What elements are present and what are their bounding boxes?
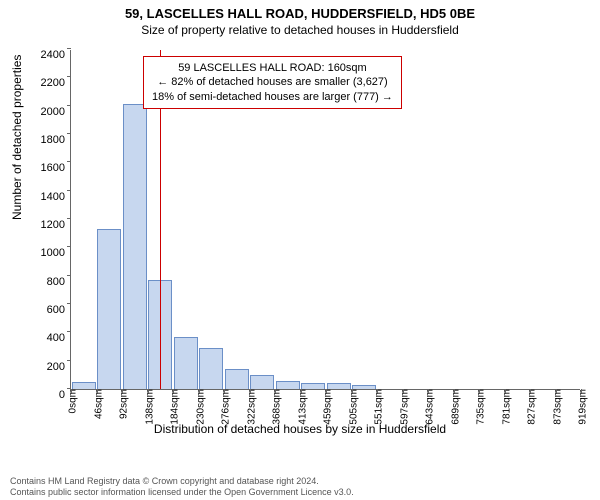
y-tick-mark: [67, 48, 71, 49]
x-tick-mark: [326, 389, 327, 393]
annotation-line: 18% of semi-detached houses are larger (…: [152, 90, 393, 104]
x-tick-mark: [556, 389, 557, 393]
y-tick-mark: [67, 331, 71, 332]
x-tick-mark: [403, 389, 404, 393]
histogram-bar: [123, 104, 147, 389]
y-tick-label: 1800: [41, 134, 71, 146]
annotation-line: ← 82% of detached houses are smaller (3,…: [152, 75, 393, 89]
x-tick-mark: [173, 389, 174, 393]
annotation-line: 59 LASCELLES HALL ROAD: 160sqm: [152, 61, 393, 75]
y-tick-label: 2000: [41, 106, 71, 118]
chart-container: Number of detached properties 0200400600…: [0, 40, 600, 440]
x-tick-label: 368sqm: [268, 389, 283, 425]
histogram-bar: [174, 337, 198, 389]
y-tick-label: 600: [47, 304, 71, 316]
y-tick-mark: [67, 190, 71, 191]
histogram-bar: [72, 382, 96, 389]
x-tick-mark: [428, 389, 429, 393]
x-tick-label: 505sqm: [344, 389, 359, 425]
x-tick-label: 735sqm: [472, 389, 487, 425]
y-tick-mark: [67, 105, 71, 106]
x-tick-label: 322sqm: [242, 389, 257, 425]
x-tick-mark: [505, 389, 506, 393]
x-tick-mark: [581, 389, 582, 393]
x-tick-label: 276sqm: [217, 389, 232, 425]
x-tick-label: 551sqm: [370, 389, 385, 425]
x-axis-label: Distribution of detached houses by size …: [0, 422, 600, 436]
plot-area: 0200400600800100012001400160018002000220…: [70, 50, 580, 390]
y-tick-mark: [67, 161, 71, 162]
x-tick-label: 643sqm: [421, 389, 436, 425]
y-tick-label: 2400: [41, 49, 71, 61]
footer-line1: Contains HM Land Registry data © Crown c…: [10, 476, 590, 487]
y-tick-mark: [67, 76, 71, 77]
x-tick-label: 689sqm: [446, 389, 461, 425]
histogram-bar: [250, 375, 274, 389]
x-tick-mark: [199, 389, 200, 393]
x-tick-mark: [224, 389, 225, 393]
x-tick-mark: [71, 389, 72, 393]
y-tick-label: 1400: [41, 191, 71, 203]
y-tick-label: 1600: [41, 162, 71, 174]
histogram-bar: [276, 381, 300, 390]
x-tick-label: 138sqm: [140, 389, 155, 425]
x-tick-mark: [479, 389, 480, 393]
x-tick-label: 413sqm: [293, 389, 308, 425]
y-tick-label: 400: [47, 332, 71, 344]
y-tick-label: 800: [47, 276, 71, 288]
x-tick-label: 597sqm: [395, 389, 410, 425]
x-tick-mark: [352, 389, 353, 393]
x-tick-mark: [454, 389, 455, 393]
y-tick-mark: [67, 246, 71, 247]
x-tick-label: 781sqm: [497, 389, 512, 425]
x-tick-label: 873sqm: [548, 389, 563, 425]
y-tick-mark: [67, 303, 71, 304]
x-tick-mark: [148, 389, 149, 393]
x-tick-mark: [377, 389, 378, 393]
page-title-line1: 59, LASCELLES HALL ROAD, HUDDERSFIELD, H…: [0, 0, 600, 21]
x-tick-mark: [250, 389, 251, 393]
footer-attribution: Contains HM Land Registry data © Crown c…: [0, 476, 600, 498]
x-tick-label: 46sqm: [89, 389, 104, 419]
histogram-bar: [225, 369, 249, 389]
x-tick-label: 459sqm: [319, 389, 334, 425]
y-axis-label: Number of detached properties: [10, 55, 24, 220]
page-title-line2: Size of property relative to detached ho…: [0, 21, 600, 37]
x-tick-mark: [275, 389, 276, 393]
x-tick-mark: [97, 389, 98, 393]
y-tick-mark: [67, 275, 71, 276]
x-tick-mark: [530, 389, 531, 393]
y-tick-label: 1200: [41, 219, 71, 231]
y-tick-label: 2200: [41, 77, 71, 89]
x-tick-label: 184sqm: [166, 389, 181, 425]
x-tick-label: 230sqm: [191, 389, 206, 425]
histogram-bar: [301, 383, 325, 389]
histogram-bar: [199, 348, 223, 389]
y-tick-label: 1000: [41, 247, 71, 259]
y-tick-label: 200: [47, 361, 71, 373]
x-tick-mark: [301, 389, 302, 393]
x-tick-label: 92sqm: [115, 389, 130, 419]
y-tick-mark: [67, 133, 71, 134]
y-tick-mark: [67, 360, 71, 361]
footer-line2: Contains public sector information licen…: [10, 487, 590, 498]
annotation-box: 59 LASCELLES HALL ROAD: 160sqm← 82% of d…: [143, 56, 402, 109]
histogram-bar: [352, 385, 376, 389]
x-tick-label: 919sqm: [574, 389, 589, 425]
x-tick-mark: [122, 389, 123, 393]
histogram-bar: [327, 383, 351, 389]
y-tick-mark: [67, 218, 71, 219]
histogram-bar: [97, 229, 121, 389]
x-tick-label: 827sqm: [523, 389, 538, 425]
